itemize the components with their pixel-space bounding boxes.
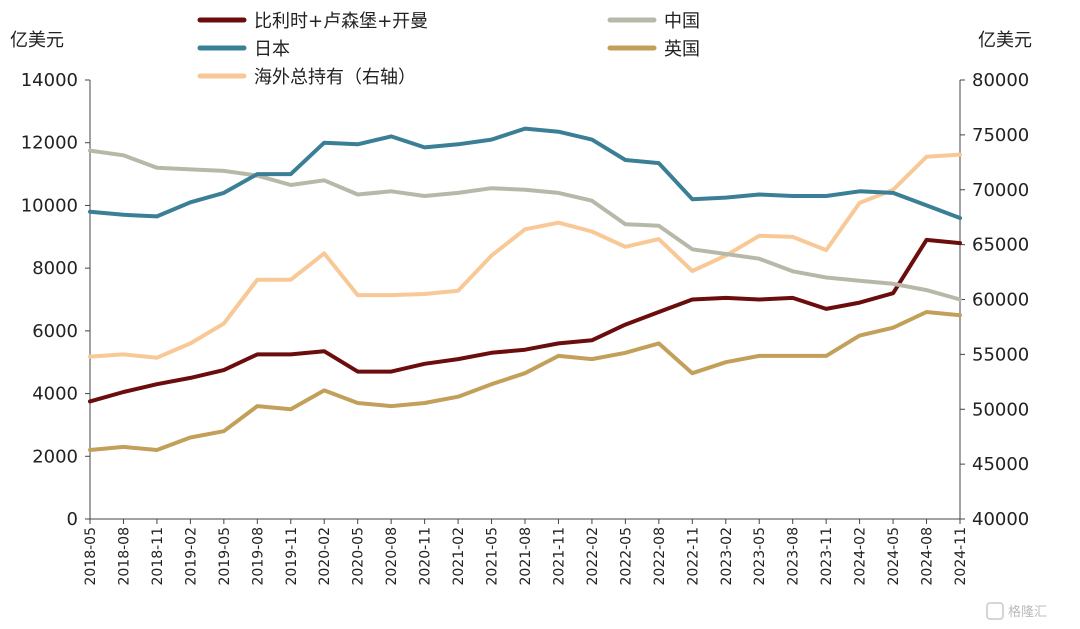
x-tick-label: 2023-02 [719, 527, 735, 586]
left-tick-label: 10000 [21, 195, 78, 216]
right-tick-label: 80000 [972, 70, 1029, 91]
x-tick-label: 2024-02 [853, 527, 869, 586]
x-tick-label: 2023-05 [752, 527, 768, 586]
watermark-text: 格隆汇 [1008, 604, 1047, 620]
x-tick-label: 2024-11 [953, 527, 969, 586]
series-line-4 [88, 152, 962, 360]
x-tick-label: 2024-05 [886, 527, 902, 586]
x-tick-label: 2020-02 [317, 527, 333, 586]
x-tick-label: 2020-08 [384, 527, 400, 586]
left-axis-unit: 亿美元 [10, 30, 64, 51]
series-line-1 [88, 148, 962, 302]
x-tick-label: 2019-11 [284, 527, 300, 586]
right-tick-label: 70000 [972, 180, 1029, 201]
x-tick-label: 2021-02 [451, 527, 467, 586]
watermark-logo-icon [986, 602, 1004, 620]
right-tick-label: 75000 [972, 125, 1029, 146]
series-line-0 [88, 237, 962, 404]
left-tick-label: 6000 [32, 321, 78, 342]
x-tick-label: 2022-02 [585, 527, 601, 586]
series-line-2 [88, 126, 962, 220]
x-tick-label: 2023-11 [819, 527, 835, 586]
legend-label-1: 中国 [664, 11, 700, 32]
left-tick-label: 8000 [32, 258, 78, 279]
x-tick-label: 2020-11 [418, 527, 434, 586]
right-tick-label: 40000 [972, 509, 1029, 530]
series-line-3 [88, 310, 962, 452]
left-tick-label: 14000 [21, 70, 78, 91]
legend-label-2: 日本 [254, 39, 290, 60]
right-tick-label: 60000 [972, 290, 1029, 311]
right-tick-label: 50000 [972, 399, 1029, 420]
left-tick-label: 4000 [32, 384, 78, 405]
legend-label-4: 海外总持有（右轴） [254, 67, 416, 88]
left-tick-label: 2000 [32, 446, 78, 467]
legend-label-0: 比利时+卢森堡+开曼 [254, 11, 428, 32]
right-axis-unit: 亿美元 [978, 30, 1032, 51]
x-tick-label: 2022-08 [652, 527, 668, 586]
x-tick-label: 2022-05 [618, 527, 634, 586]
x-tick-label: 2021-11 [551, 527, 567, 586]
right-tick-label: 65000 [972, 235, 1029, 256]
right-tick-label: 55000 [972, 344, 1029, 365]
right-tick-label: 45000 [972, 454, 1029, 475]
x-tick-label: 2020-05 [351, 527, 367, 586]
x-tick-label: 2024-08 [920, 527, 936, 586]
series-layer [88, 126, 962, 452]
axes: 0 2000 4000 6000 8000 10000 12000 14000 40000 450… [21, 70, 1030, 586]
legend-label-3: 英国 [664, 39, 700, 60]
left-tick-label: 12000 [21, 133, 78, 154]
x-tick-label: 2018-08 [116, 527, 132, 586]
x-tick-label: 2022-11 [685, 527, 701, 586]
watermark: 格隆汇 [986, 602, 1047, 620]
left-tick-label: 0 [67, 509, 78, 530]
x-tick-label: 2021-08 [518, 527, 534, 586]
x-tick-label: 2021-05 [485, 527, 501, 586]
x-tick-label: 2023-08 [786, 527, 802, 586]
x-tick-label: 2018-05 [83, 527, 99, 586]
x-tick-label: 2019-08 [250, 527, 266, 586]
x-tick-label: 2018-11 [150, 527, 166, 586]
x-tick-label: 2019-02 [183, 527, 199, 586]
x-tick-label: 2019-05 [217, 527, 233, 586]
